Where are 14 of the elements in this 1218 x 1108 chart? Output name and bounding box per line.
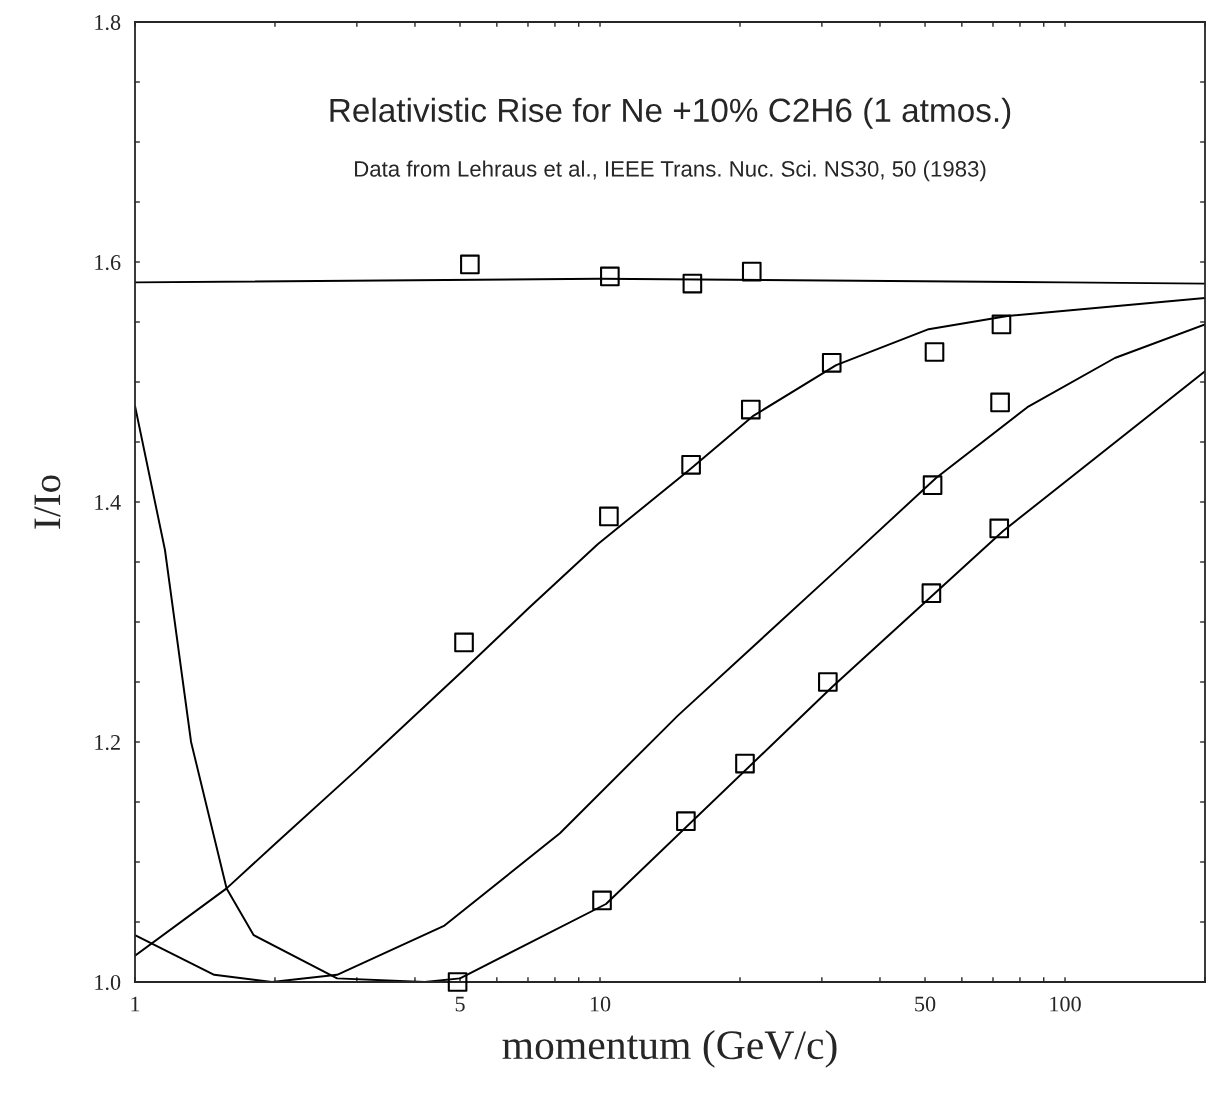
y-axis-title: I/Io [34, 475, 61, 529]
y-tick-label: 1.2 [95, 734, 120, 751]
x-tick-label: 10 [590, 996, 611, 1012]
x-tick-label: 5 [455, 996, 465, 1012]
text: Relativistic Rise for Ne +10% C2H6 (1 atmos.) [330, 97, 1011, 129]
y-tick-label: 1.6 [95, 254, 121, 271]
y-tick-label: 1.8 [95, 14, 121, 31]
text: Data from Lehraus et al., IEEE Trans. Nuc. Sci. NS30, 50 (1983) [355, 160, 986, 182]
y-tick-label: 1.4 [95, 495, 121, 511]
x-tick-label: 1 [131, 996, 140, 1012]
x-tick-label: 50 [915, 996, 936, 1012]
x-axis-title: momentum (GeV/c) [502, 1029, 837, 1068]
x-tick-label: 100 [1050, 996, 1081, 1012]
y-tick-label: 1.0 [95, 974, 121, 991]
